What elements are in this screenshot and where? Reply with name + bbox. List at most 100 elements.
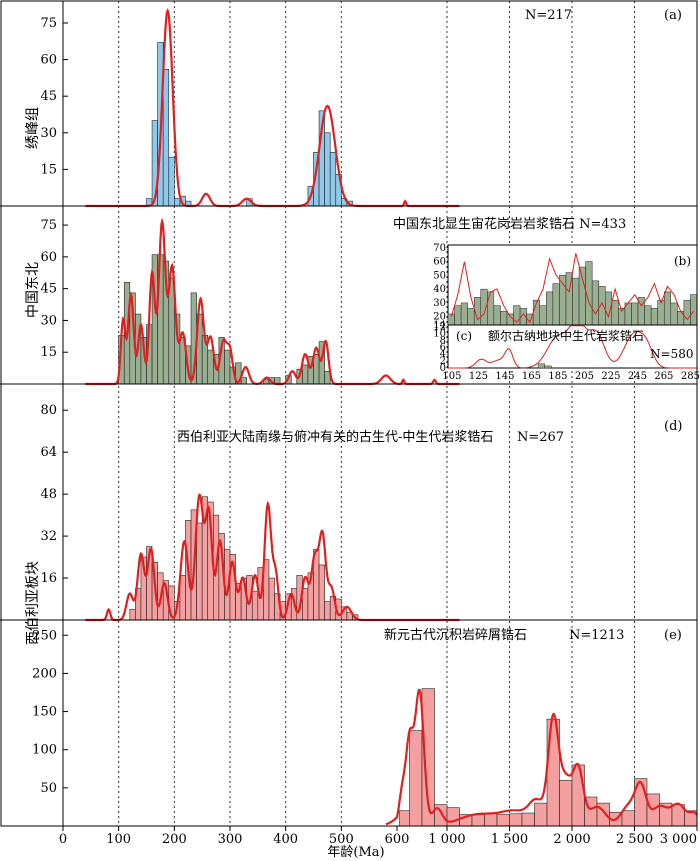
inset-c-y-tick-label: 10 (433, 329, 446, 340)
inset-b-y-tick-label: 60 (433, 257, 446, 268)
inset-b-y-tick-label: 30 (433, 298, 446, 309)
panel-b: 15 30 45 60 75 (40, 217, 460, 386)
inset-b-bar (631, 302, 639, 326)
inset-c-x-tick-label: 205 (575, 371, 594, 382)
y-tick-label: 150 (32, 705, 57, 720)
histogram-bar (207, 349, 214, 385)
histogram-bar (302, 588, 309, 621)
x-axis-label: 年龄(Ma) (327, 845, 384, 860)
histogram-bar (329, 152, 337, 207)
inset-b-y-tick-label: 14 (433, 320, 446, 331)
inset-c-x-tick-label: 185 (548, 371, 567, 382)
inset-b-bar (683, 299, 691, 326)
inset-b-bar (578, 266, 586, 326)
x-tick-label: 500 (329, 832, 354, 847)
panel-letter-e: (e) (664, 628, 682, 643)
inset-b-bar (506, 313, 514, 326)
inset-b-bar (572, 277, 580, 326)
histogram-bar (496, 814, 510, 827)
inset-c-bar (544, 365, 552, 369)
inset-b-bar (670, 302, 678, 326)
inset-c-y-tick-label: 8 (440, 335, 446, 346)
inset-b-bar (460, 302, 468, 326)
panel-letter-b-inset: (b) (674, 254, 691, 268)
histogram-bar (168, 156, 175, 207)
group-label-ne-china: 中国东北 (25, 262, 41, 318)
inset-c-x-tick-label: 105 (442, 371, 461, 382)
y-tick-label: 30 (40, 126, 57, 141)
y-tick-label: 32 (40, 529, 57, 544)
inset-c-y-tick-label: 12 (433, 322, 446, 333)
histogram-bar (162, 69, 170, 207)
y-tick-label: 80 (40, 403, 57, 418)
kde-curve (85, 217, 460, 386)
histogram-bar (168, 277, 175, 385)
histogram-bar (313, 354, 320, 385)
x-tick-label: 400 (273, 832, 298, 847)
inset-b-bar (539, 305, 547, 326)
inset-c-y-tick-label: 2 (440, 356, 446, 367)
x-tick-label: 600 (385, 832, 410, 847)
y-tick-label: 60 (40, 53, 57, 68)
inset-b-bar (598, 286, 606, 326)
y-tick-label: 15 (40, 345, 57, 360)
inset-c-x-tick-label: 245 (628, 371, 647, 382)
y-tick-label: 64 (40, 445, 57, 460)
histogram-bar (302, 364, 309, 385)
histogram-bar (251, 590, 259, 621)
n-label-c-inset: N=580 (650, 347, 693, 361)
inset-b-bar (487, 291, 495, 326)
y-tick-label: 48 (40, 487, 57, 502)
y-tick-label: 100 (32, 743, 57, 758)
histogram-bar (534, 802, 548, 827)
histogram-bar (324, 601, 331, 621)
y-tick-label: 60 (40, 250, 57, 265)
inset-c-y-tick-label: 4 (440, 349, 446, 360)
inset-b-y-tick-label: 20 (433, 312, 446, 323)
y-tick-label: 250 (32, 628, 57, 643)
inset-b-y-tick-label: 40 (433, 284, 446, 295)
inset-b-bar (663, 291, 672, 326)
inset-b-bar (690, 294, 698, 326)
title-d: 西伯利亚大陆南缘与俯冲有关的古生代-中生代岩浆锆石 (177, 429, 493, 445)
n-label-d: N=267 (517, 430, 564, 445)
histogram-bar (509, 813, 523, 827)
inset-b-bar (552, 283, 560, 326)
histogram-bar (559, 779, 573, 827)
vertical-grid-lines (118, 1, 635, 826)
histogram-bar (521, 812, 535, 827)
inset-b-bar (591, 280, 599, 326)
x-tick-label: 300 (218, 832, 243, 847)
histogram-bar (196, 522, 203, 621)
y-tick-label: 45 (40, 282, 57, 297)
x-tick-label: 1 500 (491, 832, 528, 847)
y-tick-label: 75 (40, 218, 57, 233)
histogram-bar (471, 814, 485, 827)
inset-c-kde (448, 325, 697, 369)
histogram-bar (318, 564, 325, 621)
x-axis-ticks: 0 100 200 300 400 500 600 1 000 1 500 2 000 2 500 3… (59, 826, 698, 847)
inset-b-bar (611, 299, 619, 326)
histogram-bar (324, 132, 331, 207)
title-c-inset: 额尔古纳地块中生代岩浆锆石 (488, 328, 644, 343)
y-tick-label: 200 (32, 666, 57, 681)
title-e: 新元古代沉积岩碎屑锆石 (384, 627, 527, 643)
histogram-bar (571, 764, 585, 827)
x-tick-label: 2 500 (616, 832, 653, 847)
histogram-bar (179, 575, 186, 621)
x-tick-label: 2 000 (553, 832, 590, 847)
n-label-a: N=217 (525, 8, 572, 23)
frame (0, 0, 698, 827)
histogram-bar (174, 198, 181, 207)
inset-c-x-tick-label: 285 (681, 371, 700, 382)
histogram-bar (484, 812, 498, 827)
y-tick-label: 45 (40, 89, 57, 104)
group-label-xiufeng: 绣峰组 (25, 107, 41, 149)
panel-a: 15 30 45 60 75 (40, 8, 460, 208)
y-tick-label: 30 (40, 313, 57, 328)
x-tick-label: 0 (59, 832, 67, 847)
y-tick-label: 15 (40, 162, 57, 177)
